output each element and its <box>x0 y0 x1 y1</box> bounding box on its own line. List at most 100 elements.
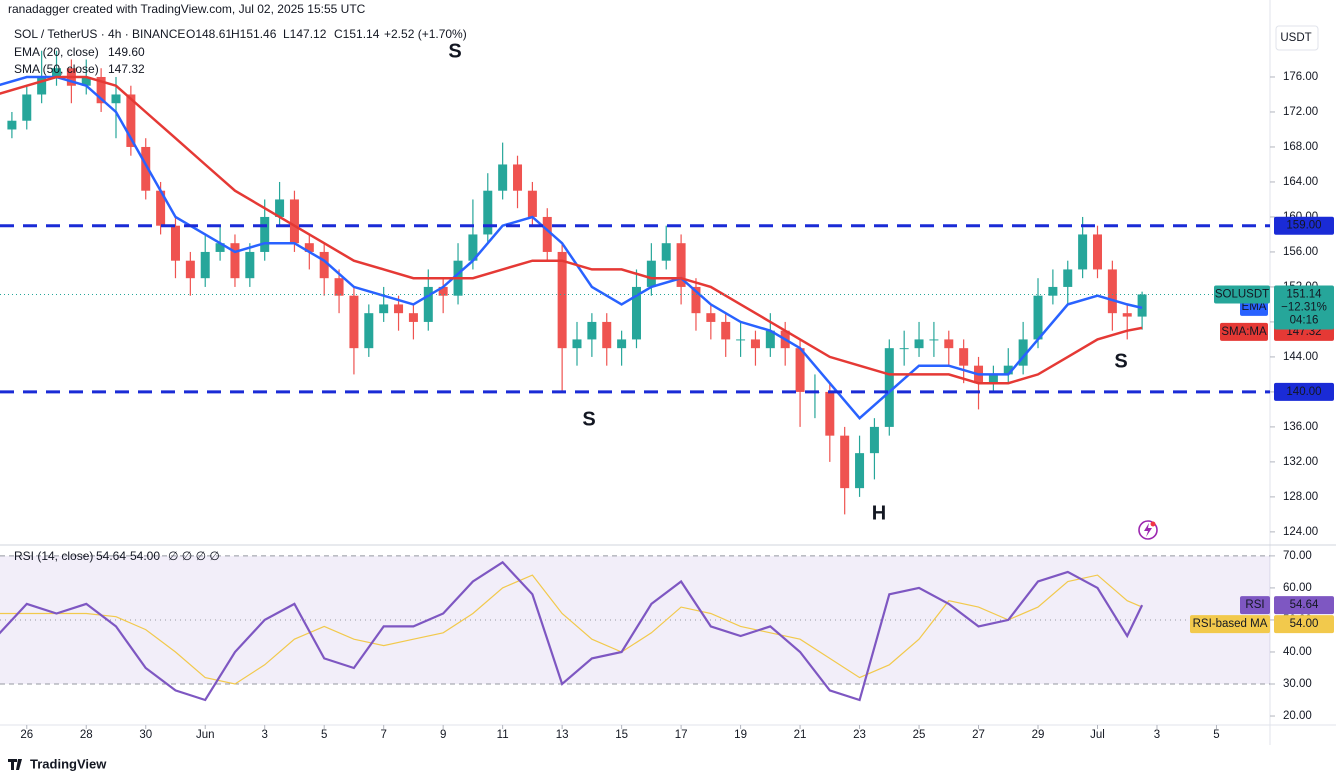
candle-body <box>557 251 567 349</box>
currency-button[interactable] <box>1275 25 1319 51</box>
candle-body <box>706 313 716 322</box>
x-tick-label: 13 <box>556 729 569 741</box>
candle-body <box>1107 269 1117 314</box>
x-tick-label: Jul <box>1090 729 1105 741</box>
candle-body <box>602 321 612 349</box>
candle-body <box>394 304 404 314</box>
candle-body <box>364 313 374 349</box>
legend-value: 147.32 <box>108 62 145 76</box>
candle-body <box>379 304 389 314</box>
symbol-tag-box <box>1214 285 1270 304</box>
pattern-label: S <box>1114 350 1127 372</box>
x-tick-label: 29 <box>1032 729 1045 741</box>
x-tick-label: 30 <box>139 729 152 741</box>
axis-value-box <box>1274 615 1334 634</box>
brand-logo <box>8 759 22 770</box>
x-tick-label: 26 <box>20 729 33 741</box>
axis-tag-text: EMA <box>1242 301 1267 313</box>
candle-body <box>81 76 91 86</box>
x-tick-label: 3 <box>262 729 268 741</box>
candle-body <box>721 321 731 340</box>
candle-body <box>631 286 641 340</box>
candle-body <box>156 190 166 226</box>
candle-body <box>959 348 969 366</box>
y-tick-label: 164.00 <box>1283 176 1318 188</box>
candle-body <box>230 243 240 279</box>
level-tag-text: 159.00 <box>1286 220 1321 232</box>
candle-body <box>527 190 537 217</box>
last-price-change: −12.31% <box>1281 301 1327 313</box>
x-tick-label: 7 <box>380 729 386 741</box>
candle-body <box>200 251 210 279</box>
candle-body <box>334 278 344 296</box>
candle-body <box>1003 365 1013 375</box>
y-tick-label: 176.00 <box>1283 71 1318 83</box>
y-tick-label: 40.00 <box>1283 646 1312 658</box>
x-tick-label: 17 <box>675 729 688 741</box>
symbol-tag-text: SOLUSDT <box>1215 288 1269 300</box>
candle-body <box>468 234 478 261</box>
x-tick-label: 15 <box>615 729 628 741</box>
x-tick-label: Jun <box>196 729 215 741</box>
axis-tag-box <box>1240 596 1270 615</box>
y-tick-label: 144.00 <box>1283 351 1318 363</box>
candle-body <box>929 339 939 341</box>
candle-body <box>736 339 746 341</box>
candle-body <box>289 199 299 244</box>
candle-body <box>408 313 418 322</box>
symbol: SOL / TetherUS · 4h · BINANCE <box>14 27 185 41</box>
ohlc-value: +2.52 (+1.70%) <box>384 27 467 41</box>
x-tick-label: 5 <box>1213 729 1219 741</box>
level-tag-box <box>1274 382 1334 401</box>
candle-body <box>513 164 523 191</box>
x-tick-label: 9 <box>440 729 446 741</box>
x-tick-label: 25 <box>913 729 926 741</box>
y-tick-label: 132.00 <box>1283 456 1318 468</box>
candle-body <box>617 339 627 349</box>
y-tick-label: 30.00 <box>1283 678 1312 690</box>
ohlc-value: L147.12 <box>283 27 327 41</box>
lightning-icon[interactable] <box>1138 520 1158 540</box>
axis-tag-text: RSI <box>1245 599 1264 611</box>
x-tick-label: 3 <box>1154 729 1160 741</box>
candle-body <box>126 94 136 147</box>
x-tick-label: 28 <box>80 729 93 741</box>
candle-body <box>7 120 17 130</box>
pattern-label: S <box>582 408 595 430</box>
y-tick-label: 128.00 <box>1283 491 1318 503</box>
icon-dot[interactable] <box>1150 521 1156 527</box>
candle-body <box>438 286 448 296</box>
icon-bolt[interactable] <box>1144 523 1152 537</box>
y-tick-label: 136.00 <box>1283 421 1318 433</box>
candle-body <box>1018 339 1028 366</box>
y-tick-label: 124.00 <box>1283 526 1318 538</box>
indicator-line <box>0 75 1143 385</box>
candle-body <box>319 251 329 279</box>
candle-body <box>825 391 835 436</box>
x-tick-label: 19 <box>734 729 747 741</box>
level-tag-box <box>1274 216 1334 235</box>
candle-body <box>914 339 924 349</box>
rsi-legend-extra: ∅ ∅ ∅ ∅ <box>168 549 220 563</box>
axis-value-text: 54.00 <box>1290 618 1319 630</box>
candle-body <box>944 339 954 349</box>
axis-value-box <box>1274 596 1334 615</box>
candle-body <box>22 94 32 121</box>
last-price-label: 151.14 <box>1286 288 1322 300</box>
candle-body <box>498 164 508 191</box>
legend-value: 54.00 <box>130 549 160 563</box>
icon-ring[interactable] <box>1138 520 1158 540</box>
candle-body <box>96 76 106 104</box>
candle-body <box>1033 295 1043 340</box>
credit: ranadagger created with TradingView.com,… <box>8 2 366 16</box>
legend-value: 54.64 <box>96 549 126 563</box>
pattern-label: S <box>448 40 461 62</box>
y-tick-label: 168.00 <box>1283 141 1318 153</box>
candle-body <box>899 348 909 350</box>
x-tick-label: 5 <box>321 729 327 741</box>
candle-body <box>646 260 656 287</box>
currency[interactable]: USDT <box>1280 32 1311 44</box>
candle-body <box>765 330 775 349</box>
candle-body <box>215 243 225 252</box>
rsi-line <box>0 560 1144 702</box>
